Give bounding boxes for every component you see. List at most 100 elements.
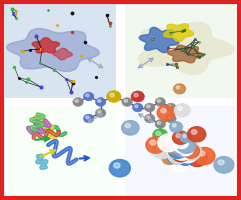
Circle shape bbox=[189, 148, 201, 157]
Circle shape bbox=[174, 160, 180, 164]
Circle shape bbox=[176, 146, 182, 151]
Circle shape bbox=[218, 160, 224, 165]
Circle shape bbox=[167, 143, 186, 158]
Circle shape bbox=[162, 153, 176, 164]
Circle shape bbox=[166, 103, 176, 112]
Circle shape bbox=[183, 135, 186, 138]
Circle shape bbox=[173, 147, 185, 156]
Polygon shape bbox=[164, 24, 194, 41]
Polygon shape bbox=[7, 29, 99, 71]
Circle shape bbox=[176, 150, 181, 154]
Circle shape bbox=[178, 145, 184, 150]
Circle shape bbox=[158, 134, 179, 152]
Circle shape bbox=[162, 138, 169, 143]
Circle shape bbox=[107, 90, 121, 103]
Circle shape bbox=[171, 146, 176, 150]
Circle shape bbox=[214, 157, 234, 173]
Circle shape bbox=[144, 114, 155, 123]
Bar bbox=[125, 4, 236, 98]
Circle shape bbox=[175, 142, 192, 157]
Bar bbox=[125, 106, 236, 196]
Polygon shape bbox=[32, 38, 60, 53]
FancyArrowPatch shape bbox=[139, 114, 153, 122]
Circle shape bbox=[177, 138, 196, 153]
Circle shape bbox=[135, 105, 138, 108]
Circle shape bbox=[150, 140, 156, 145]
Circle shape bbox=[152, 142, 172, 159]
Circle shape bbox=[179, 148, 197, 163]
Circle shape bbox=[169, 138, 188, 154]
Circle shape bbox=[180, 144, 185, 149]
Circle shape bbox=[167, 148, 186, 164]
Polygon shape bbox=[139, 27, 179, 53]
Circle shape bbox=[180, 153, 186, 158]
Circle shape bbox=[172, 145, 178, 150]
Circle shape bbox=[176, 138, 188, 149]
Bar bbox=[5, 106, 116, 196]
Circle shape bbox=[176, 149, 179, 152]
Circle shape bbox=[75, 99, 79, 102]
Circle shape bbox=[181, 141, 187, 146]
Circle shape bbox=[168, 142, 187, 158]
Polygon shape bbox=[167, 45, 204, 63]
Circle shape bbox=[178, 144, 190, 153]
Circle shape bbox=[168, 105, 171, 108]
Circle shape bbox=[146, 137, 166, 153]
Circle shape bbox=[95, 98, 106, 106]
Circle shape bbox=[156, 146, 162, 150]
Circle shape bbox=[181, 145, 184, 148]
Circle shape bbox=[178, 146, 182, 149]
Circle shape bbox=[109, 159, 130, 177]
Circle shape bbox=[180, 143, 201, 160]
Circle shape bbox=[172, 147, 189, 162]
Circle shape bbox=[157, 99, 161, 102]
Circle shape bbox=[177, 142, 194, 156]
Circle shape bbox=[178, 141, 183, 146]
Circle shape bbox=[98, 99, 101, 102]
Circle shape bbox=[178, 106, 182, 110]
Circle shape bbox=[73, 98, 83, 106]
Circle shape bbox=[98, 110, 101, 113]
Circle shape bbox=[114, 163, 120, 168]
Circle shape bbox=[166, 114, 176, 123]
Circle shape bbox=[161, 108, 166, 113]
Circle shape bbox=[194, 147, 215, 165]
Circle shape bbox=[171, 142, 193, 160]
Circle shape bbox=[83, 114, 94, 123]
Circle shape bbox=[147, 105, 150, 108]
Circle shape bbox=[181, 133, 192, 142]
Circle shape bbox=[176, 86, 180, 89]
Circle shape bbox=[121, 121, 139, 135]
Circle shape bbox=[182, 144, 200, 158]
Circle shape bbox=[171, 151, 177, 156]
Circle shape bbox=[174, 84, 186, 94]
Polygon shape bbox=[53, 48, 72, 60]
Circle shape bbox=[172, 141, 188, 154]
Circle shape bbox=[95, 109, 106, 117]
Circle shape bbox=[178, 140, 182, 143]
Circle shape bbox=[192, 153, 197, 158]
Circle shape bbox=[86, 116, 89, 119]
Circle shape bbox=[187, 150, 207, 167]
Circle shape bbox=[168, 147, 188, 164]
Circle shape bbox=[134, 93, 138, 97]
FancyArrowPatch shape bbox=[139, 58, 153, 68]
Circle shape bbox=[199, 151, 205, 156]
Circle shape bbox=[155, 98, 166, 106]
FancyArrowPatch shape bbox=[88, 114, 102, 122]
Circle shape bbox=[153, 129, 168, 141]
Circle shape bbox=[192, 150, 195, 153]
Circle shape bbox=[176, 150, 195, 165]
Circle shape bbox=[157, 121, 161, 124]
Circle shape bbox=[124, 99, 127, 102]
Circle shape bbox=[86, 94, 89, 97]
Circle shape bbox=[191, 130, 197, 134]
Circle shape bbox=[174, 138, 192, 154]
Circle shape bbox=[155, 120, 166, 128]
Circle shape bbox=[144, 103, 155, 112]
Circle shape bbox=[175, 143, 180, 147]
Circle shape bbox=[171, 157, 188, 172]
Circle shape bbox=[157, 105, 175, 120]
Circle shape bbox=[165, 155, 169, 159]
Circle shape bbox=[172, 151, 178, 156]
